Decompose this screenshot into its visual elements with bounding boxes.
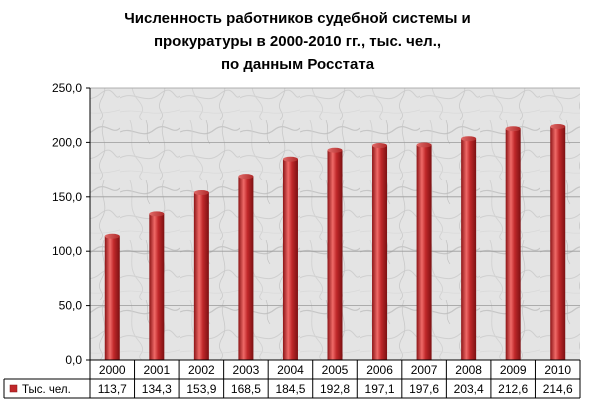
y-tick-label: 50,0 bbox=[59, 299, 83, 313]
x-tick-label: 2009 bbox=[500, 363, 527, 377]
bar-top-2003 bbox=[238, 174, 254, 180]
legend-series-name: Тыс. чел. bbox=[22, 384, 71, 396]
bar-2000 bbox=[104, 236, 120, 360]
data-label: 192,8 bbox=[320, 382, 350, 396]
y-tick-label: 200,0 bbox=[52, 135, 82, 149]
y-tick-label: 0,0 bbox=[65, 353, 82, 367]
bar-top-2004 bbox=[282, 156, 298, 162]
bar-top-2001 bbox=[149, 211, 165, 217]
bar-2010 bbox=[550, 126, 566, 360]
x-tick-label: 2008 bbox=[455, 363, 482, 377]
x-tick-label: 2002 bbox=[188, 363, 215, 377]
bar-top-2000 bbox=[104, 233, 120, 239]
bar-top-2007 bbox=[416, 142, 432, 148]
data-label: 197,6 bbox=[409, 382, 439, 396]
bar-top-2006 bbox=[372, 143, 388, 149]
x-tick-label: 2001 bbox=[143, 363, 170, 377]
bar-top-2008 bbox=[461, 136, 477, 142]
data-label: 113,7 bbox=[98, 382, 127, 396]
bar-2003 bbox=[238, 176, 254, 360]
x-tick-label: 2006 bbox=[366, 363, 393, 377]
data-label: 134,3 bbox=[142, 382, 172, 396]
bar-2007 bbox=[416, 145, 432, 360]
data-label: 214,6 bbox=[543, 382, 573, 396]
x-tick-label: 2005 bbox=[322, 363, 349, 377]
bar-top-2002 bbox=[193, 190, 209, 196]
y-tick-label: 250,0 bbox=[52, 81, 82, 95]
bar-2005 bbox=[327, 150, 343, 360]
data-label: 168,5 bbox=[231, 382, 261, 396]
data-label: 212,6 bbox=[498, 382, 528, 396]
chart-title-line-1: Численность работников судебной системы … bbox=[124, 10, 471, 27]
bar-top-2005 bbox=[327, 147, 343, 153]
x-tick-label: 2007 bbox=[411, 363, 438, 377]
x-tick-label: 2003 bbox=[233, 363, 260, 377]
y-tick-label: 150,0 bbox=[52, 190, 82, 204]
legend-swatch bbox=[9, 384, 18, 393]
x-tick-label: 2000 bbox=[99, 363, 126, 377]
chart-title-line-3: по данным Росстата bbox=[220, 56, 375, 73]
bar-top-2010 bbox=[550, 124, 566, 130]
bar-top-2009 bbox=[505, 126, 521, 132]
x-tick-label: 2010 bbox=[544, 363, 571, 377]
data-label: 153,9 bbox=[186, 382, 216, 396]
data-label: 203,4 bbox=[454, 382, 484, 396]
bar-2004 bbox=[282, 159, 298, 360]
bar-2008 bbox=[461, 138, 477, 360]
data-label: 184,5 bbox=[275, 382, 305, 396]
bar-2001 bbox=[149, 213, 165, 360]
bar-2002 bbox=[193, 192, 209, 360]
y-tick-label: 100,0 bbox=[52, 244, 82, 258]
bar-2009 bbox=[505, 128, 521, 360]
x-tick-label: 2004 bbox=[277, 363, 304, 377]
data-label: 197,1 bbox=[365, 382, 395, 396]
bar-2006 bbox=[372, 145, 388, 360]
chart-title-line-2: прокуратуры в 2000-2010 гг., тыс. чел., bbox=[153, 33, 442, 50]
